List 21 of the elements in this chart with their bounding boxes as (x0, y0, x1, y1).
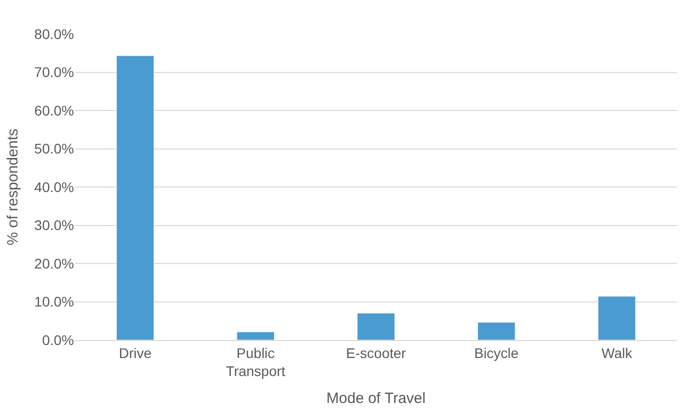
y-tick-label: 40.0% (34, 178, 74, 195)
y-axis-title: % of respondents (4, 128, 22, 246)
bar (598, 296, 636, 340)
y-tick-label: 60.0% (34, 102, 74, 118)
y-tick-label: 10.0% (34, 294, 74, 310)
y-tick-label: 0.0% (42, 332, 74, 348)
x-tick-label: Bicycle (474, 344, 519, 361)
x-tick-label: Walk (602, 344, 634, 361)
bar (477, 322, 516, 340)
bar (357, 312, 395, 340)
x-axis-title: Mode of Travel (326, 390, 426, 407)
x-tick-label: Public Transport (226, 344, 286, 379)
y-tick-label: 50.0% (34, 140, 74, 157)
x-tick-label: E-scooter (346, 344, 406, 361)
bar (236, 332, 275, 340)
x-tick-label: Drive (118, 344, 152, 361)
bar (116, 56, 154, 340)
y-tick-label: 30.0% (34, 217, 74, 234)
y-tick-label: 80.0% (34, 26, 74, 42)
y-tick-label: 20.0% (34, 255, 74, 272)
y-tick-label: 70.0% (34, 64, 74, 80)
